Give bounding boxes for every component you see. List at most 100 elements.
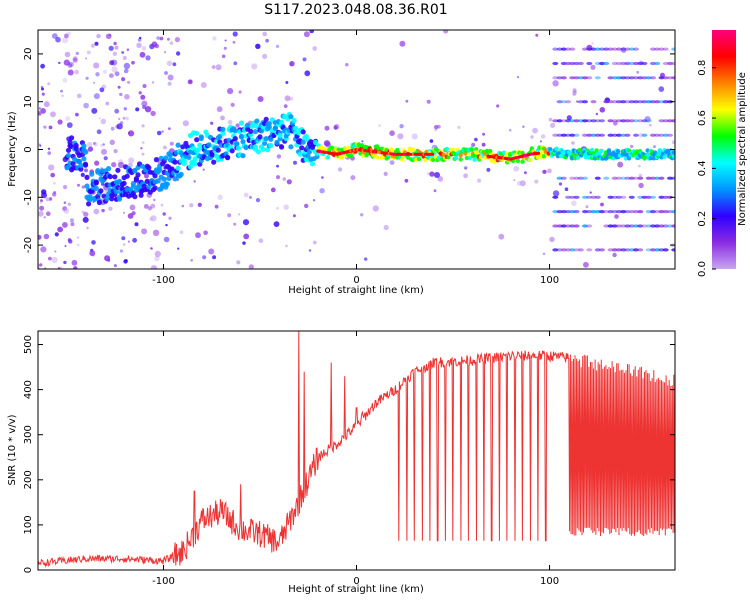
spectrogram-cell <box>167 152 173 158</box>
spectrogram-cell <box>434 128 437 132</box>
spectrogram-cell <box>590 47 597 51</box>
spectrogram-cell <box>573 210 580 214</box>
spectrogram-cell <box>70 161 76 167</box>
spectrogram-cell <box>586 76 593 80</box>
spectrogram-cell <box>446 155 451 160</box>
spectrogram-cell <box>633 100 639 104</box>
spectrogram-cell <box>577 176 584 180</box>
spectrogram-cell <box>63 201 67 204</box>
spectrogram-cell <box>175 51 181 56</box>
spectrogram-cell <box>577 119 584 123</box>
spectrogram-cell <box>139 51 146 58</box>
spectrogram-cell <box>304 70 311 77</box>
spectrogram-cell <box>474 147 479 152</box>
spectrogram-cell <box>217 194 223 200</box>
spectrogram-cell <box>607 224 614 228</box>
spectrogram-cell <box>152 229 160 236</box>
spectrogram-cell <box>240 139 246 145</box>
spectrogram-cell <box>658 224 665 228</box>
spectrogram-cell <box>39 263 43 267</box>
spectrogram-cell <box>82 161 89 167</box>
spectrogram-cell <box>64 245 67 247</box>
spectrogram-cell <box>372 205 379 212</box>
spectrogram-cell <box>611 119 618 123</box>
spectrogram-cell <box>181 204 185 208</box>
spectrogram-cell <box>654 224 661 228</box>
spectrogram-cell <box>671 154 675 159</box>
spectrogram-cell <box>266 124 272 130</box>
spectrogram-cell <box>129 204 136 211</box>
spectrogram-cell <box>151 41 158 48</box>
spectrogram-cell <box>582 47 588 51</box>
spectrogram-cell <box>616 210 622 214</box>
spectrogram-cell <box>560 119 567 123</box>
snr-ylabel: SNR (10 * v/v) <box>7 414 18 485</box>
spectrogram-cell <box>75 112 79 117</box>
spectrogram-cell <box>139 36 142 40</box>
spectrogram-cell <box>383 171 388 176</box>
spectrogram-cell <box>620 176 627 180</box>
spectrogram-cell <box>66 122 73 128</box>
spectrogram-cell <box>399 124 404 129</box>
spectrogram-cell <box>133 177 139 183</box>
spectrogram-cell <box>658 100 665 104</box>
y-tick-label: 20 <box>23 48 34 61</box>
spectrogram-cell <box>141 46 147 51</box>
spectrogram-cell <box>286 179 292 185</box>
spectrogram-cell <box>303 31 310 38</box>
spectrogram-cell <box>43 233 50 240</box>
spectrogram-cell <box>624 100 631 104</box>
spectrogram-cell <box>38 210 44 217</box>
spectrogram-cell <box>620 100 627 104</box>
spectrogram-cell <box>616 47 622 51</box>
spectrogram-cell <box>426 99 431 104</box>
spectrogram-cell <box>268 136 274 142</box>
spectrogram-cell <box>140 94 146 100</box>
spectrogram-cell <box>654 176 661 180</box>
spectrogram-cell <box>654 61 661 66</box>
spectrogram-cell <box>89 250 96 257</box>
spectrogram-cell <box>212 36 217 41</box>
spectrogram-cell <box>48 164 55 171</box>
spectrogram-cell <box>76 236 80 239</box>
spectrogram-cell <box>654 100 661 104</box>
spectrogram-cell <box>43 101 50 108</box>
spectrogram-cell <box>671 248 675 252</box>
spectrogram-cell <box>86 226 89 230</box>
spectrogram-cell <box>671 76 675 80</box>
spectrogram-cell <box>573 76 580 80</box>
spectrogram-cell <box>93 142 99 147</box>
spectrogram-cell <box>345 145 351 151</box>
y-tick-label: 0 <box>23 146 34 152</box>
spectrogram-cell <box>638 164 641 168</box>
spectrogram-cell <box>283 104 288 108</box>
spectrogram-cell <box>550 122 556 128</box>
spectrogram-cell <box>38 234 42 240</box>
spectrogram-cell <box>650 133 656 137</box>
spectrogram-cell <box>654 47 661 51</box>
spectrogram-cell <box>153 157 160 163</box>
spectrogram-cell <box>169 141 174 146</box>
spectrogram-cell <box>590 119 597 123</box>
spectrogram-cell <box>654 248 661 252</box>
spectrogram-cell <box>62 37 69 44</box>
spectrogram-cell <box>594 61 601 66</box>
spectrogram-cell <box>156 36 160 40</box>
spectrogram-cell <box>282 177 287 181</box>
spectrogram-cell <box>233 61 238 66</box>
spectrogram-cell <box>628 76 635 80</box>
spectrogram-cell <box>186 154 192 160</box>
spectrogram-cell <box>637 248 644 252</box>
spectrogram-cell <box>63 185 68 190</box>
spectrogram-cell <box>121 77 126 82</box>
spectrogram-cell <box>599 47 605 51</box>
spectrogram-cell <box>481 142 486 147</box>
spectrogram-cell <box>109 73 114 78</box>
spectrogram-cell <box>594 133 601 137</box>
snr-xlabel: Height of straight line (km) <box>288 584 424 595</box>
spectrogram-cell <box>138 91 142 95</box>
spectrogram-cell <box>600 202 604 207</box>
spectrogram-cell <box>337 167 343 172</box>
spectrogram-cell <box>141 100 148 107</box>
spectrogram-cell <box>653 145 656 149</box>
